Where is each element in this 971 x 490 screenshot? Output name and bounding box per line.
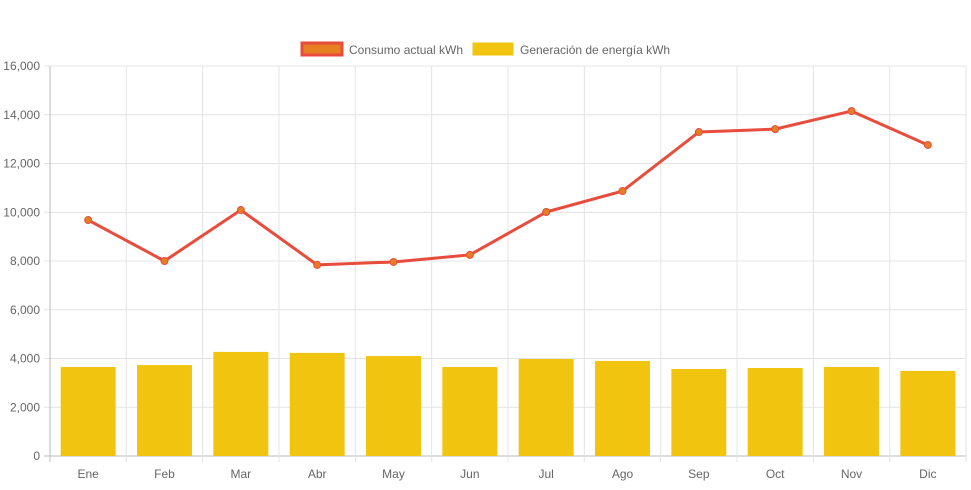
y-tick-label: 14,000: [3, 108, 40, 122]
point-consumo: [618, 187, 627, 196]
line-consumo: [87, 109, 929, 267]
point-consumo: [160, 257, 169, 265]
x-tick-label: Ene: [77, 467, 99, 481]
point-consumo: [542, 208, 551, 217]
point-consumo: [236, 206, 245, 215]
x-tick-label: Sep: [688, 467, 710, 481]
bar-generacion: [747, 368, 803, 456]
x-tick-label: Dic: [919, 467, 936, 481]
point-consumo: [313, 260, 322, 269]
bar-generacion: [900, 370, 956, 456]
point-consumo: [923, 140, 932, 149]
y-tick-label: 16,000: [3, 59, 40, 73]
point-consumo: [465, 250, 474, 259]
y-tick-label: 8,000: [10, 254, 40, 268]
bar-generacion: [595, 360, 650, 456]
y-tick-label: 0: [33, 449, 40, 463]
legend-label-generacion: Generación de energía kWh: [520, 43, 670, 57]
bar-generacion: [518, 358, 574, 456]
y-tick-label: 10,000: [3, 205, 40, 219]
bar-generacion: [366, 356, 421, 456]
axes: 0 2,000 4,000 6,000 8,000 10,000 12,000 14,000 1…: [3, 59, 936, 481]
legend-item-consumo[interactable]: Consumo actual kWh: [300, 41, 463, 57]
point-consumo: [847, 107, 856, 116]
y-tick-label: 2,000: [10, 400, 40, 414]
legend: Consumo actual kWh Generación de energía…: [300, 41, 670, 57]
x-tick-label: Jul: [538, 467, 553, 481]
bar-generacion: [60, 367, 116, 456]
x-tick-label: Mar: [230, 467, 251, 481]
line-series: [84, 107, 932, 269]
bar-generacion: [671, 368, 727, 456]
x-tick-label: Feb: [154, 467, 175, 481]
x-tick-label: Abr: [308, 467, 327, 481]
y-tick-label: 4,000: [10, 352, 40, 366]
bar-generacion: [442, 367, 498, 456]
x-tick-label: May: [382, 467, 405, 481]
point-consumo: [771, 125, 780, 134]
y-tick-label: 12,000: [3, 157, 40, 171]
bar-generacion: [289, 352, 345, 456]
bar-generacion: [137, 365, 192, 456]
bar-generacion: [824, 367, 879, 456]
point-consumo: [389, 257, 398, 266]
point-consumo: [694, 128, 703, 137]
x-tick-label: Ago: [612, 467, 634, 481]
legend-item-generacion[interactable]: Generación de energía kWh: [472, 42, 670, 57]
x-tick-label: Nov: [841, 467, 862, 481]
x-tick-label: Jun: [460, 467, 479, 481]
point-consumo: [84, 216, 93, 225]
y-tick-label: 6,000: [10, 303, 40, 317]
bars: [60, 351, 956, 456]
x-tick-label: Oct: [766, 467, 785, 481]
legend-label-consumo: Consumo actual kWh: [349, 43, 463, 57]
bar-generacion: [213, 351, 269, 456]
